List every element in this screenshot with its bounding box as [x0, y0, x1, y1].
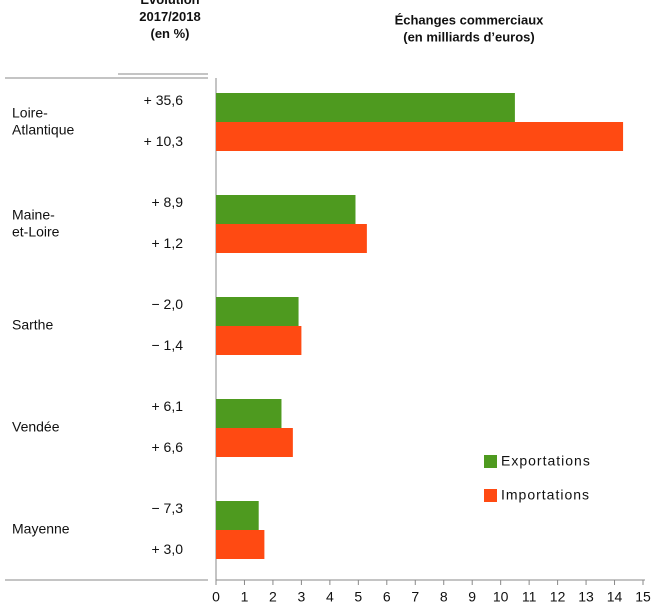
x-tick-label: 2	[269, 589, 277, 605]
x-tick-label: 6	[383, 589, 391, 605]
x-tick-label: 13	[578, 589, 594, 605]
chart-title: Échanges commerciaux (en milliards d’euro…	[395, 13, 545, 45]
x-tick-label: 3	[298, 589, 306, 605]
bar	[216, 93, 515, 122]
evolution-label: + 6,6	[151, 439, 183, 455]
category-label: Sarthe	[12, 317, 53, 333]
bar	[216, 326, 302, 355]
x-tick-label: 4	[326, 589, 334, 605]
x-tick-label: 12	[550, 589, 566, 605]
legend-label: Exportations	[501, 453, 591, 469]
x-tick-label: 8	[440, 589, 448, 605]
evolution-label: + 1,2	[151, 235, 183, 251]
evolution-label: − 1,4	[151, 337, 183, 353]
bar	[216, 501, 259, 530]
x-tick-label: 10	[493, 589, 509, 605]
x-tick-label: 15	[635, 589, 651, 605]
x-tick-label: 7	[411, 589, 419, 605]
legend-swatch	[484, 489, 497, 502]
bar	[216, 297, 299, 326]
x-tick-label: 5	[354, 589, 362, 605]
bar	[216, 530, 265, 559]
evolution-label: + 6,1	[151, 398, 183, 414]
x-tick-label: 9	[468, 589, 476, 605]
bar	[216, 399, 282, 428]
x-tick-label: 14	[607, 589, 623, 605]
x-tick-label: 11	[522, 589, 537, 605]
category-label: Vendée	[12, 419, 60, 435]
bar	[216, 195, 356, 224]
evolution-label: + 3,0	[151, 541, 183, 557]
legend-label: Importations	[501, 487, 590, 503]
legend-swatch	[484, 455, 497, 468]
evolution-label: + 35,6	[144, 92, 184, 108]
evolution-header: Évolution2017/2018(en %)	[139, 0, 200, 41]
category-label: Mayenne	[12, 521, 70, 537]
evolution-label: − 2,0	[151, 296, 183, 312]
evolution-label: + 8,9	[151, 194, 183, 210]
evolution-label: + 10,3	[144, 133, 184, 149]
bar	[216, 428, 293, 457]
x-tick-label: 1	[241, 589, 249, 605]
category-label: Loire-Atlantique	[12, 104, 74, 137]
x-tick-label: 0	[212, 589, 220, 605]
bar	[216, 122, 624, 151]
evolution-label: − 7,3	[151, 500, 183, 516]
category-label: Maine-et-Loire	[12, 206, 60, 239]
bar	[216, 224, 367, 253]
